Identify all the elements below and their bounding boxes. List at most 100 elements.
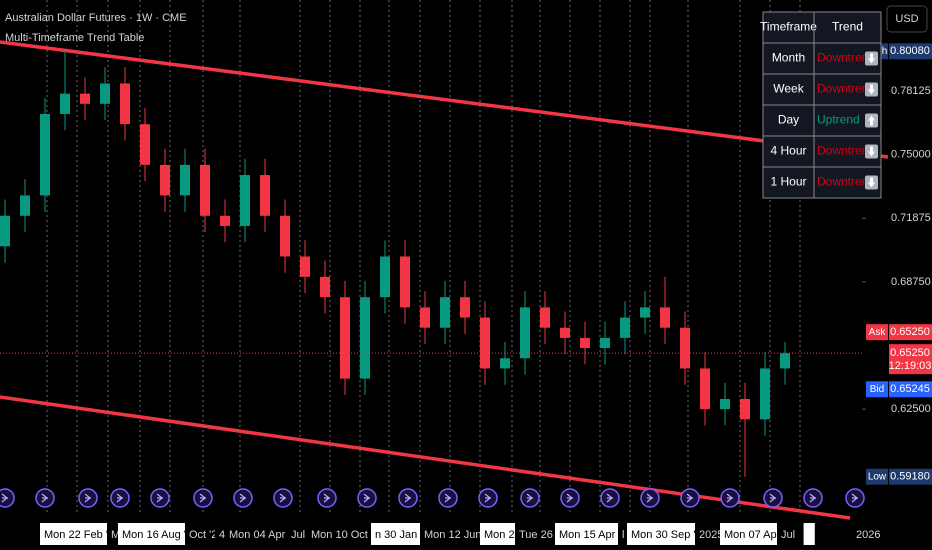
badge-value: 0.80080 — [890, 45, 930, 57]
x-label-bg — [695, 523, 728, 545]
x-label-bg — [852, 523, 885, 545]
badge-value: 0.59180 — [890, 471, 930, 483]
candle-body — [760, 368, 770, 420]
event-icon-arrow — [606, 493, 614, 503]
candle-body — [480, 317, 490, 369]
trend-arrow — [868, 146, 875, 157]
badge-value-bg — [889, 381, 932, 398]
candle-body — [740, 398, 750, 420]
candle-body — [660, 307, 670, 328]
x-label-bg — [480, 523, 519, 545]
candle-body — [40, 113, 50, 196]
timeframe: 1 Hour — [770, 175, 806, 189]
currency-button[interactable] — [886, 5, 928, 33]
x-label: Mon 10 Oct '22 — [311, 529, 385, 541]
trend-arrow — [868, 177, 875, 188]
event-icon-arrow — [41, 493, 49, 503]
event-icon-arrow — [526, 493, 534, 503]
last-price-bg — [889, 344, 932, 375]
candle-body — [460, 297, 470, 318]
last-price: 0.65250 — [890, 347, 930, 359]
x-label: Mon 15 Apr '24 — [559, 529, 633, 541]
event-icon-arrow — [239, 493, 247, 503]
candle-body — [360, 297, 370, 379]
event-icon-arrow — [116, 493, 124, 503]
candle-body — [120, 83, 130, 125]
chart-subtitle: Multi-Timeframe Trend Table — [5, 32, 144, 44]
event-icon-arrow — [769, 493, 777, 503]
x-label: Mon 16 Aug '21 — [122, 529, 198, 541]
candle-body — [520, 307, 530, 359]
candle-body — [700, 368, 710, 410]
trend-line-upper — [0, 40, 889, 159]
currency-label: USD — [895, 13, 918, 25]
v-grid — [46, 0, 801, 515]
badge-name-bg — [866, 381, 888, 398]
event-icon-arrow — [484, 493, 492, 503]
candle-body — [260, 175, 270, 216]
x-label-bg — [287, 523, 314, 545]
candle-body — [0, 215, 10, 247]
badge-name: Low — [868, 471, 887, 482]
timeframe: 4 Hour — [770, 144, 806, 158]
event-icon-arrow — [646, 493, 654, 503]
x-label: 4 — [219, 529, 225, 541]
x-label: Oct '21 — [189, 529, 224, 541]
timeframe: Day — [778, 113, 799, 127]
table-header: Timeframe — [760, 20, 817, 34]
x-label: 2026 — [856, 529, 880, 541]
x-label-bg — [777, 523, 804, 545]
trend-arrow — [868, 84, 875, 95]
x-label: Jul — [291, 529, 305, 541]
timeframe: Week — [773, 82, 804, 96]
event-icon-arrow — [686, 493, 694, 503]
candle-body — [680, 327, 690, 369]
candle-body — [580, 337, 590, 349]
candle-body — [400, 256, 410, 308]
candle-body — [600, 337, 610, 349]
candle-body — [200, 164, 210, 216]
table-header: Trend — [832, 20, 863, 34]
event-icon-arrow — [199, 493, 207, 503]
y-tick-label: 0.62500 — [891, 403, 931, 415]
candle-body — [280, 215, 290, 257]
y-tick-label: 0.75000 — [891, 149, 931, 161]
x-label: Mon 30 Sep '24 — [631, 529, 708, 541]
candle-body — [60, 93, 70, 114]
badge-value: 0.65250 — [890, 326, 930, 338]
candle-body — [440, 297, 450, 328]
trend: Uptrend — [817, 113, 860, 127]
badge-name-bg — [866, 468, 888, 485]
x-label: n 30 Jan '23 — [375, 529, 435, 541]
event-icon-arrow — [809, 493, 817, 503]
y-tick-label: 0.68750 — [891, 276, 931, 288]
trend-arrow — [868, 115, 875, 126]
candle-body — [300, 256, 310, 277]
event-icon-arrow — [851, 493, 859, 503]
x-label: l ( — [622, 529, 632, 541]
candle-body — [180, 164, 190, 196]
chart-title: Australian Dollar Futures · 1W · CME — [5, 12, 187, 24]
candle-body — [540, 307, 550, 328]
event-icon-arrow — [363, 493, 371, 503]
candle-body — [140, 124, 150, 165]
event-icon-arrow — [726, 493, 734, 503]
timeframe: Month — [772, 51, 805, 65]
trend: Downtrend — [817, 175, 875, 189]
candle-body — [320, 276, 330, 298]
candle-body — [220, 215, 230, 226]
event-icon-arrow — [323, 493, 331, 503]
candle-body — [780, 353, 790, 369]
badge-value-bg — [889, 43, 932, 60]
event-icon-arrow — [444, 493, 452, 503]
x-label: Jul — [781, 529, 795, 541]
badge-name-bg — [866, 324, 888, 341]
candle-body — [100, 83, 110, 104]
badge-value: 0.65245 — [890, 383, 930, 395]
candle-body — [20, 195, 30, 216]
candle-body — [80, 93, 90, 104]
countdown: 12:19:03 — [889, 360, 932, 372]
y-tick-label: 0.71875 — [891, 212, 931, 224]
event-icon-arrow — [279, 493, 287, 503]
